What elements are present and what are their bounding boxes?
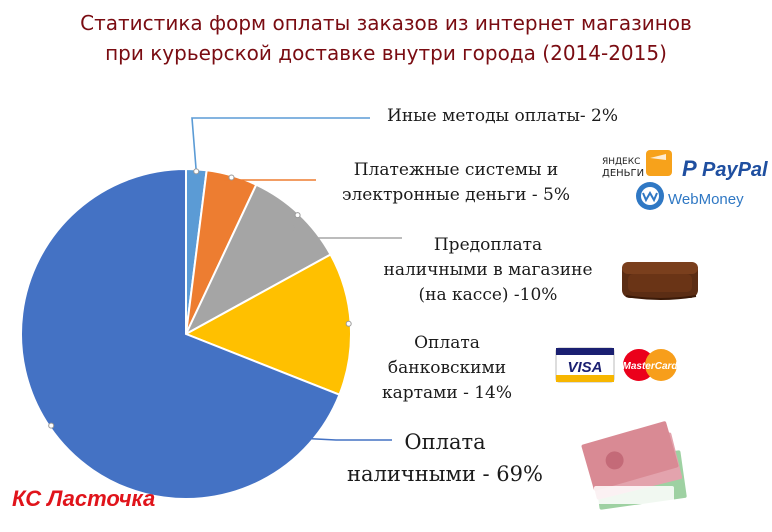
leader-lines [48,117,402,441]
leader-dot [345,320,352,327]
slice-label-line: Оплата [414,333,480,353]
leader-line [51,424,392,441]
yandex-wallet-shape [646,150,672,176]
leader-dot [193,168,200,175]
slice-label-line: картами - 14% [381,383,513,403]
webmoney-icon: WebMoney [636,182,744,210]
payment-systems-icons: ЯНДЕКС ДЕНЬГИ P PayPal WebMoney [602,150,768,210]
svg-text:P: P [682,156,697,181]
title-line-2: при курьерской доставке внутри города (2… [105,41,667,65]
mastercard-icon: MasterCard [620,348,680,382]
chart-title: Статистика форм оплаты заказов из интерн… [0,8,772,68]
leader-line [329,297,350,330]
visa-text: VISA [567,359,602,376]
slice-label-line: наличными в магазине [383,260,593,280]
slice-label-other: Иные методы оплаты- 2% [387,104,618,129]
slice-label-payment-systems: Платежные системы и электронные деньги -… [322,158,590,208]
slice-label-cash: Оплата наличными - 69% [330,426,560,490]
slice-label-cards: Оплата банковскими картами - 14% [372,331,522,406]
pie-slices [20,167,352,500]
banknotes-icon [581,421,687,510]
card-icons: VISA MasterCard [555,347,680,383]
slice-label-prepayment: Предоплата наличными в магазине (на касс… [370,233,606,308]
slice-label-line: (на кассе) -10% [418,285,558,305]
leader-dot [294,212,301,219]
slice-label-line: электронные деньги - 5% [341,185,571,205]
leader-dot [228,174,235,181]
visa-icon: VISA [555,347,615,383]
slice-label-line: наличными - 69% [347,462,543,486]
paypal-icon: P PayPal [682,156,768,181]
brand-logo: КС Ласточка [12,486,156,511]
leader-line [288,214,402,239]
paypal-text: PayPal [702,159,768,181]
webmoney-text: WebMoney [668,191,744,208]
slice-label-line: банковскими [387,358,507,378]
slice-label-line: Платежные системы и [353,160,559,180]
slice-label-line: Предоплата [433,235,543,255]
slice-label-line: Иные методы оплаты- 2% [387,106,619,126]
mastercard-text: MasterCard [622,361,678,372]
title-line-1: Статистика форм оплаты заказов из интерн… [80,11,692,35]
yandex-money-icon: ЯНДЕКС ДЕНЬГИ [602,150,672,179]
yandex-text-2: ДЕНЬГИ [602,168,644,179]
yandex-text-1: ЯНДЕКС [602,157,640,167]
leader-dot [48,422,55,429]
slice-label-line: Оплата [404,430,486,454]
wallet-icon [622,262,698,300]
leader-line [191,117,370,172]
